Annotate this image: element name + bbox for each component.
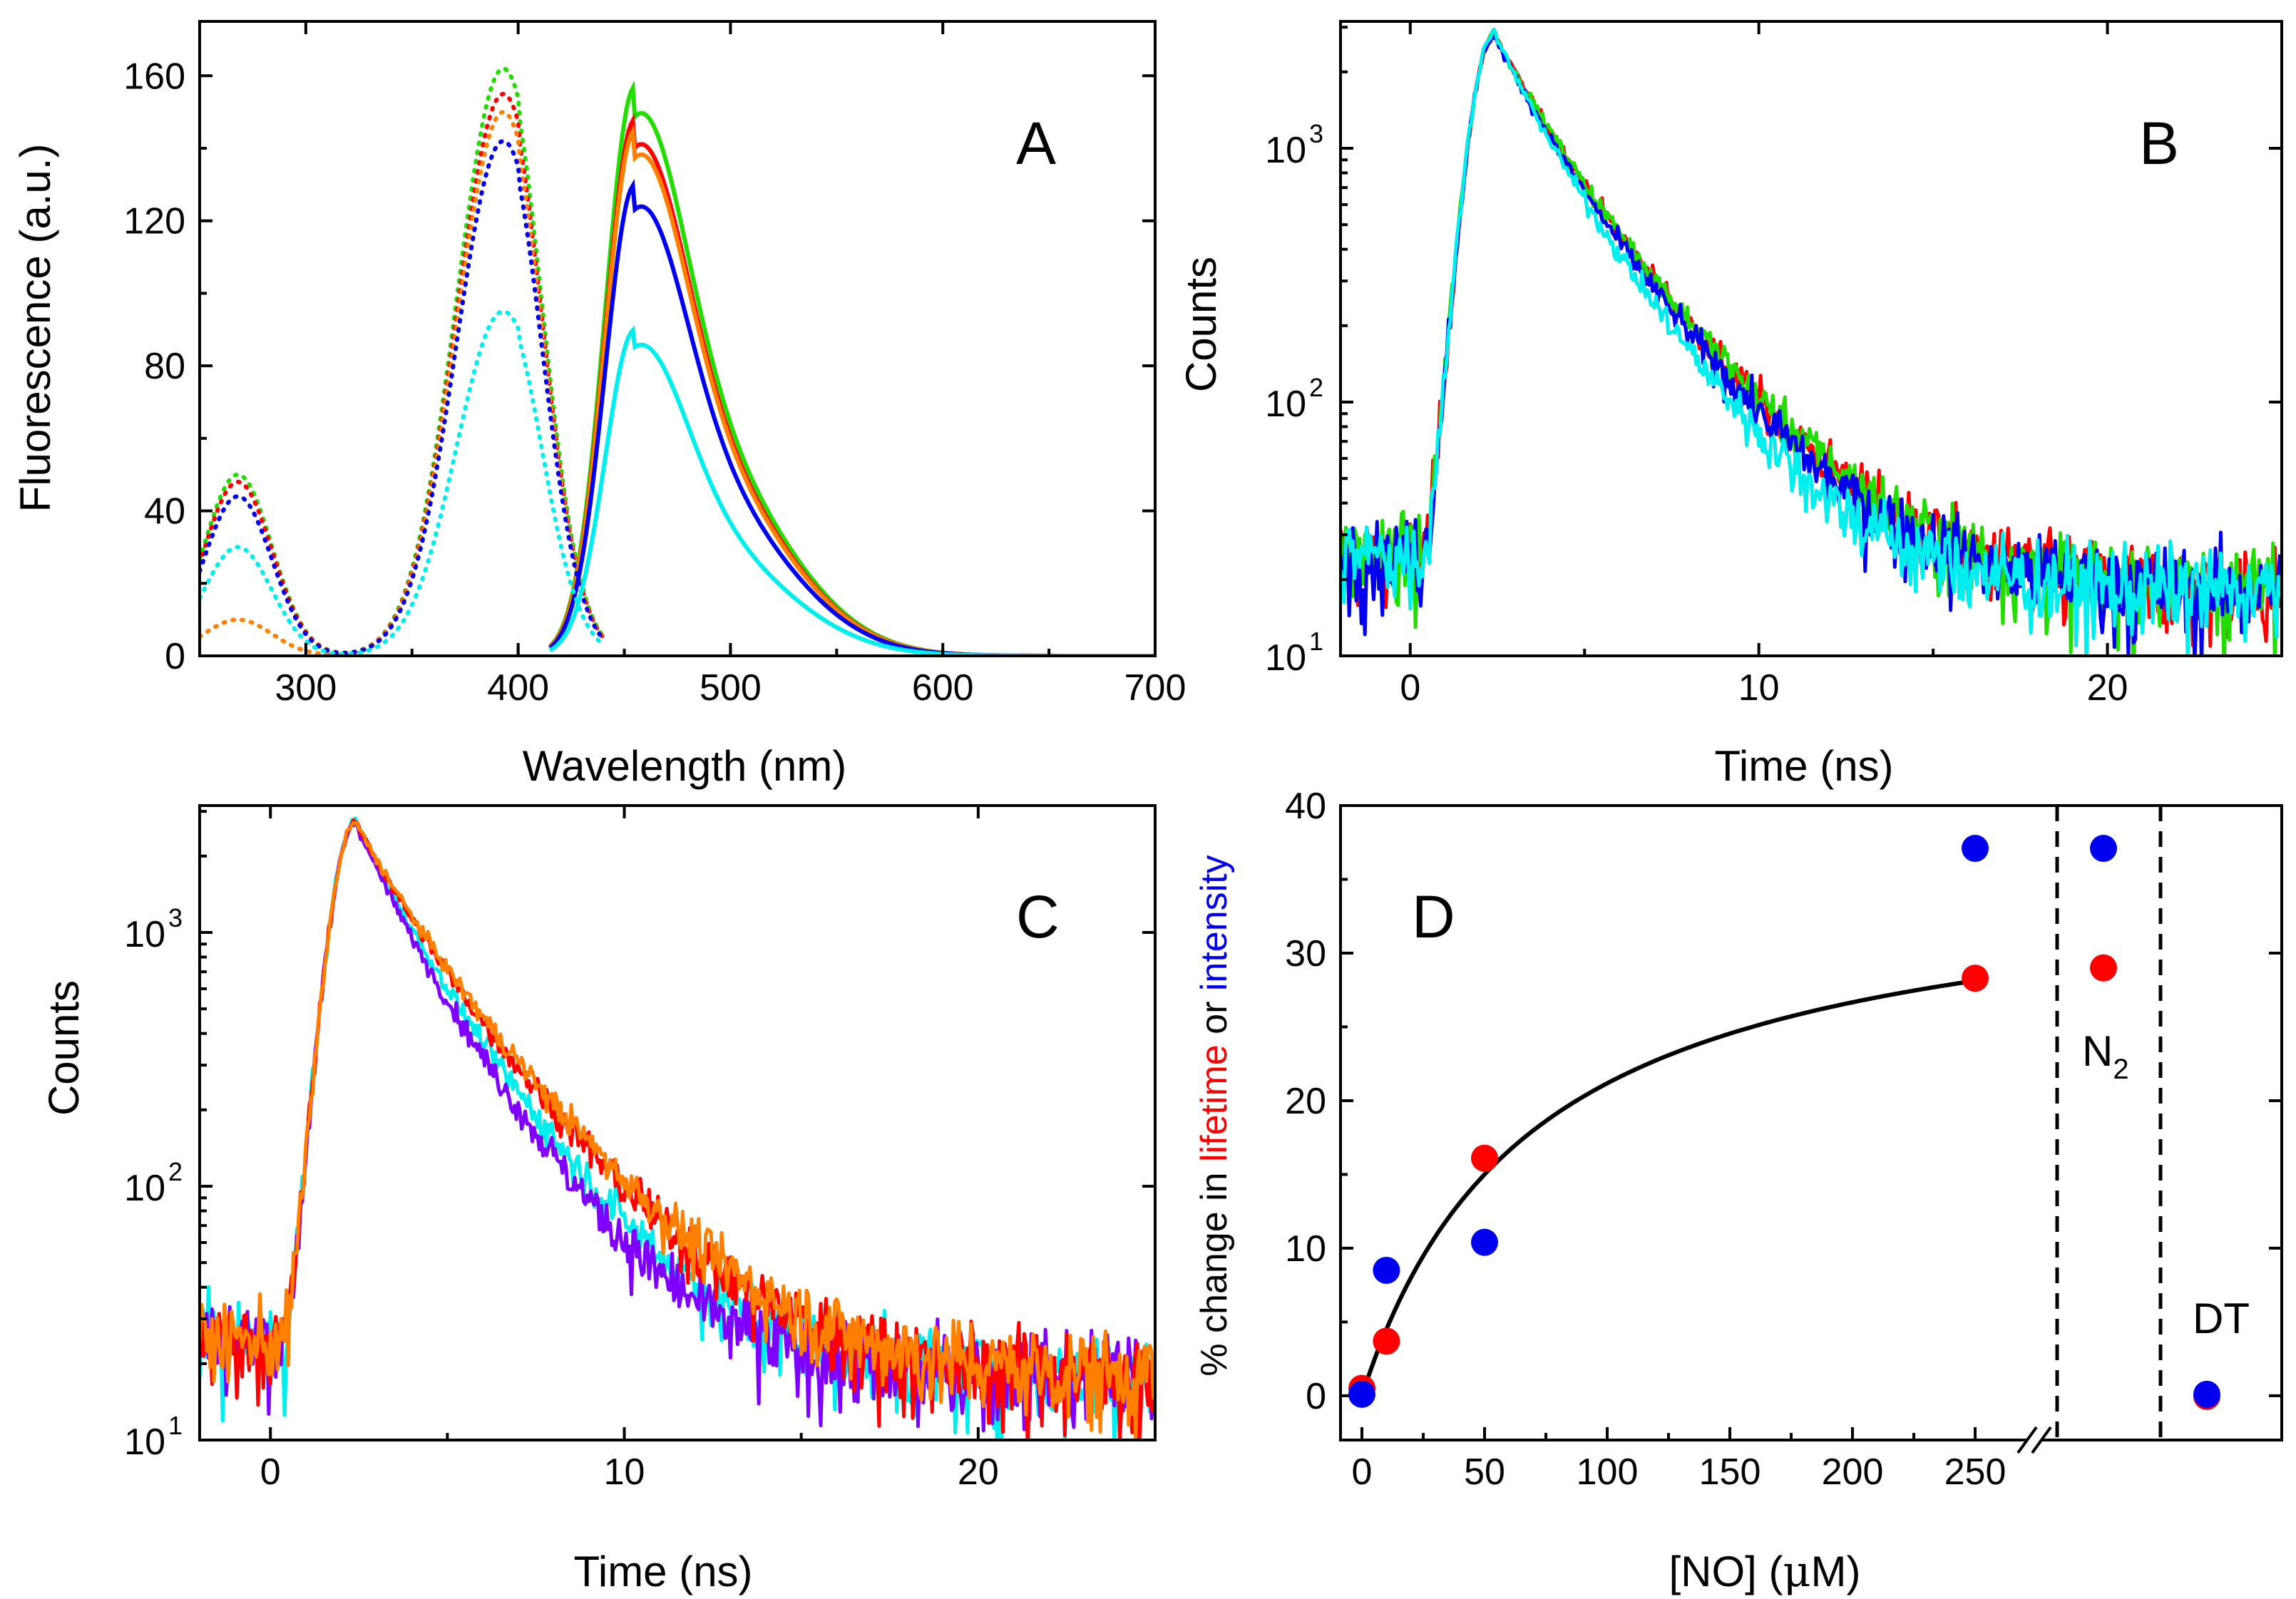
panel-b-ytick-label: 10: [1265, 130, 1306, 171]
lifetime-point: [1962, 965, 1989, 992]
panel-d-ylabel: % change in lifetime or intensity: [1194, 855, 1235, 1376]
panel-d-n2-letter: N: [2082, 1027, 2113, 1075]
panel-c-ytick-exponent: 1: [168, 1411, 183, 1440]
panel-a-xtick-label: 300: [275, 667, 337, 709]
panel-d-frame: [1339, 804, 2283, 1441]
panel-d-axis-break-mark: [2016, 1426, 2038, 1454]
panel-c-frame: [198, 804, 1157, 1441]
panel-b-ylabel: Counts: [1177, 257, 1225, 392]
panel-c-xtick-label: 20: [958, 1451, 999, 1493]
emission-series-green: [548, 80, 1155, 656]
panel-c-xtick-label: 0: [260, 1451, 281, 1493]
intensity-point: [1348, 1380, 1375, 1408]
panel-b-plot-area: [1341, 27, 2282, 656]
emission-series-orange: [548, 124, 1155, 656]
panel-b-xtick-label: 20: [2087, 667, 2128, 709]
panel-c-ytick-label: 10: [124, 914, 165, 955]
panel-d-xtick-label: 250: [1944, 1451, 2007, 1493]
panel-a-frame: [198, 20, 1157, 657]
panel-d-n2-subscript: 2: [2113, 1054, 2128, 1085]
panel-a-letter: A: [1016, 110, 1056, 177]
panel-a-plot-area: [200, 66, 1155, 656]
panel-d-ytick-label: 0: [1306, 1376, 1326, 1417]
panel-d-xtick-label: 0: [1352, 1451, 1373, 1493]
panel-a-ytick-label: 160: [123, 56, 185, 97]
panel-d-xtick-label: 50: [1464, 1451, 1505, 1493]
panel-b-xlabel: Time (ns): [1714, 742, 1893, 790]
panel-a-xlabel: Wavelength (nm): [523, 742, 847, 790]
intensity-point: [1962, 835, 1989, 863]
panel-d-ytick-label: 40: [1285, 786, 1326, 827]
panel-a-chart: A Wavelength (nm) Fluorescence (a.u.) 30…: [11, 20, 1187, 790]
excitation-series-cyan: [200, 309, 605, 656]
lifetime-point: [1471, 1144, 1498, 1172]
panel-d-ytick-label: 10: [1285, 1228, 1326, 1270]
panel-d-xlabel-mu: μ: [1783, 1547, 1811, 1597]
panel-a-ytick-label: 40: [144, 491, 185, 533]
n2-lifetime-point: [2090, 954, 2117, 982]
panel-d-ylabel-part3: or: [1194, 991, 1235, 1044]
panel-d-xlabel-prefix: [NO] (: [1669, 1548, 1783, 1595]
panel-b-xtick-label: 10: [1738, 667, 1780, 709]
panel-d-axis-break-gap: [2026, 1426, 2042, 1454]
panel-c-ytick-exponent: 2: [168, 1157, 183, 1186]
panel-d-dt-label: DT: [2193, 1295, 2250, 1342]
panel-d-ytick-label: 30: [1285, 933, 1326, 975]
panel-b-ytick-exponent: 3: [1309, 119, 1323, 148]
panel-c-xlabel: Time (ns): [573, 1548, 752, 1595]
intensity-point: [1373, 1256, 1400, 1284]
panel-d-letter: D: [1412, 883, 1455, 950]
excitation-series-blue: [200, 138, 605, 656]
lifetime-point: [1373, 1327, 1400, 1355]
panel-d-ytick-label: 20: [1285, 1081, 1326, 1122]
n2-intensity-point: [2090, 835, 2117, 863]
panel-a-ylabel: Fluorescence (a.u.): [11, 144, 59, 513]
panel-d-xtick-label: 200: [1822, 1451, 1884, 1493]
panel-a-ytick-label: 120: [123, 201, 185, 242]
panel-d-xtick-label: 150: [1699, 1451, 1761, 1493]
panel-c-plot-area: [200, 816, 1155, 1440]
panel-a-ytick-label: 0: [165, 636, 185, 677]
intensity-point: [1471, 1228, 1498, 1256]
panel-b-letter: B: [2139, 110, 2179, 177]
panel-b-ytick-label: 10: [1265, 384, 1306, 425]
panel-a-xtick-label: 400: [487, 667, 549, 709]
decay-series-cyan: [1341, 27, 2282, 656]
panel-c-ytick-label: 10: [124, 1421, 165, 1463]
panel-d-ylabel-intensity: intensity: [1194, 855, 1235, 991]
panel-d-ylabel-lifetime: lifetime: [1194, 1044, 1235, 1162]
panel-d-xtick-label: 100: [1577, 1451, 1639, 1493]
panel-a-xtick-label: 700: [1124, 667, 1187, 709]
emission-series-cyan: [548, 325, 1155, 656]
excitation-series-orange: [200, 109, 605, 656]
panel-b-ytick-exponent: 1: [1309, 627, 1323, 656]
panel-a-xtick-label: 500: [699, 667, 762, 709]
panel-b-ytick-exponent: 2: [1309, 373, 1323, 402]
panel-d-axis-break-mark: [2031, 1426, 2052, 1454]
decay-series-orange: [200, 821, 1155, 1440]
panel-c-ytick-label: 10: [124, 1168, 165, 1209]
panel-d-n2-label: N2: [2082, 1027, 2129, 1085]
panel-a-xtick-label: 600: [912, 667, 974, 709]
dt-intensity-point: [2193, 1380, 2220, 1408]
panel-d-ylabel-part1: % change in: [1194, 1162, 1235, 1377]
excitation-series-red: [200, 91, 605, 655]
emission-series-red: [548, 113, 1155, 656]
panel-d-xlabel-suffix: M): [1811, 1548, 1861, 1595]
panel-c-ytick-exponent: 3: [168, 903, 183, 932]
panel-b-frame: [1339, 20, 2283, 657]
panel-d-xlabel: [NO] (μM): [1669, 1547, 1861, 1597]
panel-b-xtick-label: 0: [1400, 667, 1420, 709]
panel-c-ylabel: Counts: [40, 980, 88, 1116]
panel-b-ytick-label: 10: [1265, 637, 1306, 679]
panel-a-ytick-label: 80: [144, 346, 185, 387]
panel-c-letter: C: [1016, 883, 1060, 950]
panel-d-fit-curve: [1360, 978, 1976, 1397]
emission-series-blue: [548, 178, 1155, 656]
panel-c-xtick-label: 10: [604, 1451, 645, 1493]
panel-d-chart: D [NO] (μM) % change in lifetime or inte…: [1194, 786, 2283, 1597]
